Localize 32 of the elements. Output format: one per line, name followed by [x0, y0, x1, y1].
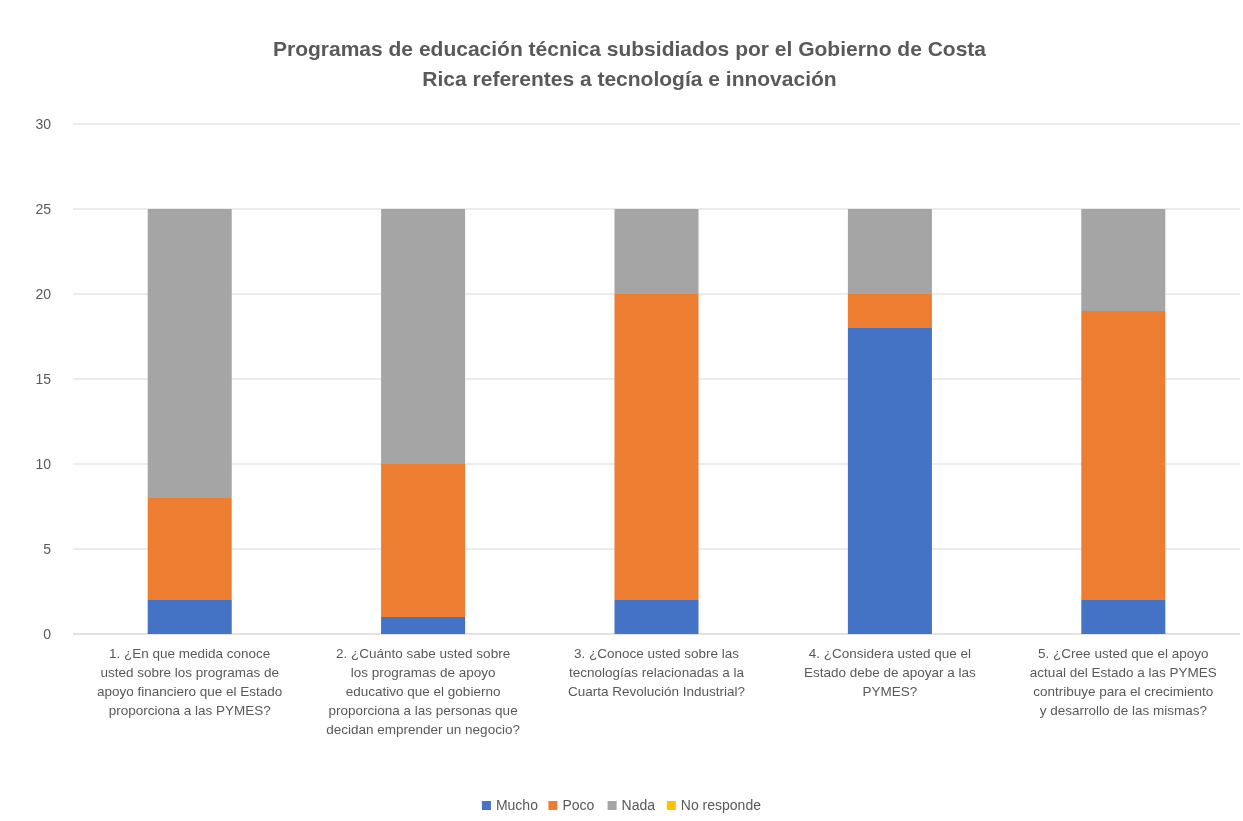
- bar: [614, 600, 699, 634]
- x-tick-label: 4. ¿Considera usted que el Estado debe de apoyar a las PYMES?: [803, 646, 977, 699]
- bar: [147, 209, 232, 498]
- bar: [1081, 311, 1166, 600]
- y-tick-label: 0: [43, 625, 52, 642]
- y-tick-label: 25: [35, 200, 52, 217]
- bar: [147, 600, 232, 634]
- bar: [614, 209, 699, 294]
- bar: [147, 498, 232, 600]
- x-tick-label: 3. ¿Conoce usted sobre las tecnologías relacionadas a la Cuarta Revolución Industrial?: [567, 646, 746, 699]
- y-tick-label: 20: [35, 285, 52, 302]
- x-tick-label: 5. ¿Cree usted que el apoyo actual del Estado a las PYMES contribuye para el crecimiento y desarrollo de las mismas?: [1029, 646, 1217, 718]
- x-tick-label: 1. ¿En que medida conoce usted sobre los programas de apoyo financiero que el Estado proporciona a las PYMES?: [97, 646, 283, 718]
- bar: [381, 464, 466, 617]
- legend-label: Poco: [562, 797, 595, 813]
- bar: [1081, 209, 1166, 311]
- bar: [847, 328, 932, 634]
- bar: [847, 294, 932, 328]
- chart-title: Programas de educación técnica subsidiados por el Gobierno de Costa Rica referentes a tecnología e innovación: [272, 37, 987, 90]
- legend-label: Nada: [621, 797, 656, 813]
- bar: [381, 617, 466, 634]
- legend-label: Mucho: [495, 797, 539, 813]
- x-tick-label: 2. ¿Cuánto sabe usted sobre los programas de apoyo educativo que el gobierno proporciona a las personas que decidan emprender un negocio?: [326, 646, 520, 737]
- bar: [614, 294, 699, 600]
- legend-label: No responde: [680, 797, 762, 813]
- bar: [1081, 600, 1166, 634]
- y-tick-label: 10: [35, 455, 52, 472]
- y-tick-label: 5: [43, 540, 52, 557]
- bar: [847, 209, 932, 294]
- bar: [381, 209, 466, 464]
- y-tick-label: 30: [35, 115, 52, 132]
- y-tick-label: 15: [35, 370, 52, 387]
